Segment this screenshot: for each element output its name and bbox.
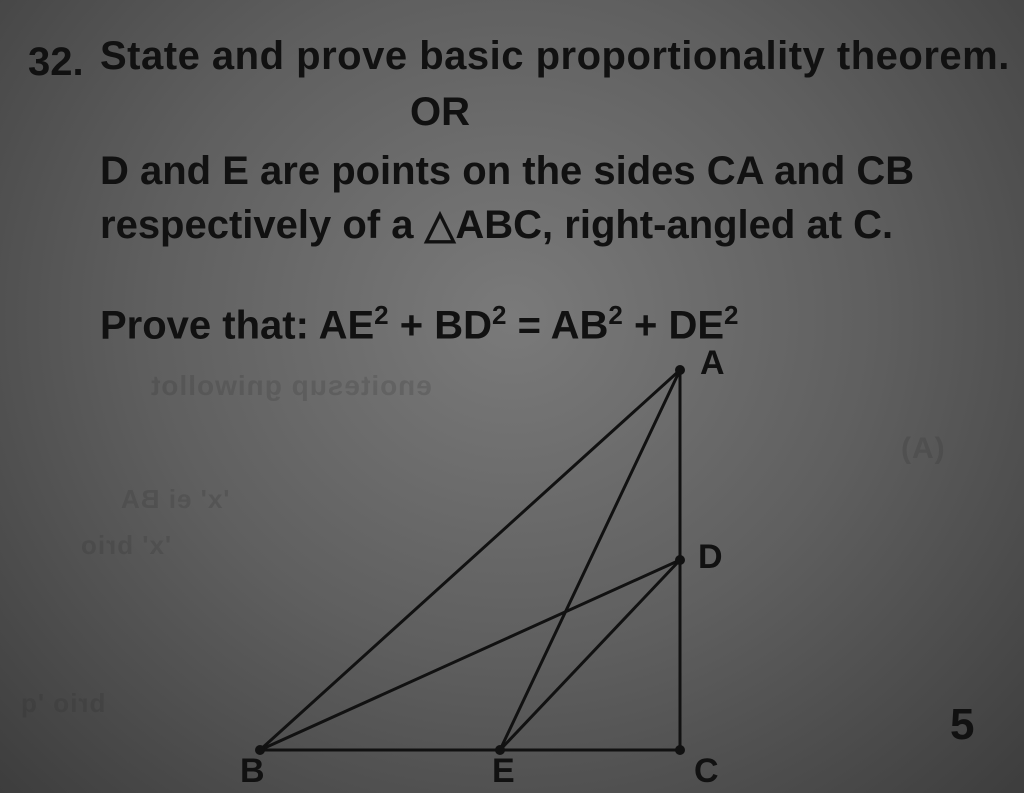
eq-sup: 2 (608, 300, 622, 330)
page: 32. State and prove basic proportionalit… (0, 0, 1024, 793)
or-separator: OR (410, 90, 470, 135)
question-number: 32. (28, 40, 84, 85)
eq-term: + (400, 303, 434, 347)
prove-equation: Prove that: AE2 + BD2 = AB2 + DE2 (100, 300, 739, 348)
marks: 5 (950, 700, 974, 750)
eq-sup: 2 (724, 300, 738, 330)
eq-term: = (518, 303, 551, 347)
ghost-text: 'x' brio (80, 530, 171, 561)
prove-prefix: Prove that: (100, 303, 319, 347)
label-E: E (492, 752, 515, 791)
ghost-text: brio 'q (20, 688, 105, 719)
eq-term: BD (434, 303, 492, 347)
eq-term: AB (551, 303, 609, 347)
question-line-2: D and E are points on the sides CA and C… (100, 144, 1000, 252)
question-line-1: State and prove basic proportionality th… (100, 34, 1010, 79)
eq-sup: 2 (374, 300, 388, 330)
eq-term: DE (668, 303, 724, 347)
ghost-text: (A) (900, 432, 945, 466)
triangle-diagram: A B C D E (200, 350, 840, 770)
eq-term: + (634, 303, 668, 347)
label-D: D (698, 538, 723, 577)
label-C: C (694, 752, 719, 791)
label-A: A (700, 344, 725, 383)
eq-sup: 2 (492, 300, 506, 330)
diagram-svg (200, 350, 840, 770)
eq-term: AE (319, 303, 375, 347)
label-B: B (240, 752, 265, 791)
